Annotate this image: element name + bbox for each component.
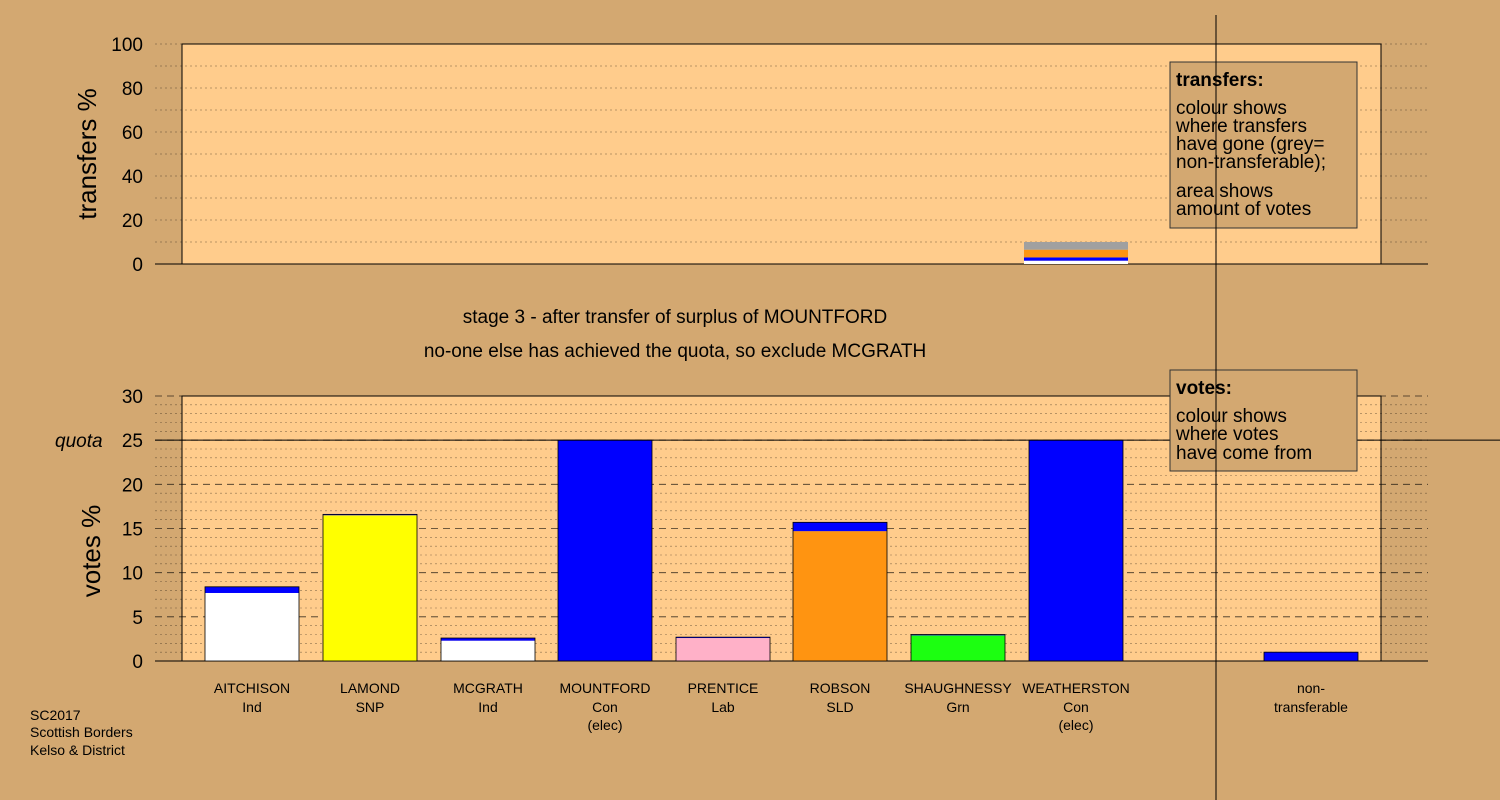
vote-bar-segment	[1029, 440, 1123, 661]
transfer-segment	[1024, 260, 1128, 264]
votes-y-tick-label: 0	[132, 652, 143, 673]
transfers-legend-line: where transfers	[1175, 116, 1307, 137]
candidate-name-label: MOUNTFORD	[560, 680, 651, 696]
candidate-party-label: Con	[592, 699, 618, 715]
candidate-party-label: Ind	[478, 699, 497, 715]
vote-bar-outline	[792, 521, 888, 662]
votes-axis-label: votes %	[76, 505, 106, 598]
transfers-y-tick-label: 100	[111, 35, 143, 56]
votes-legend-title: votes:	[1176, 378, 1232, 399]
transfers-y-tick-label: 40	[122, 167, 143, 188]
vote-bar-outline	[910, 634, 1006, 662]
quota-label: quota	[55, 431, 103, 452]
candidate-name-label: SHAUGHNESSY	[904, 680, 1012, 696]
candidate-party-label: Lab	[711, 699, 735, 715]
footnote-line-3: Kelso & District	[30, 742, 125, 758]
stage-text-line-1: stage 3 - after transfer of surplus of M…	[463, 307, 887, 328]
transfer-segment	[1024, 249, 1128, 258]
votes-legend-line: where votes	[1175, 424, 1278, 445]
vote-bar-segment	[911, 634, 1005, 636]
candidate-party-label: SLD	[826, 699, 853, 715]
vote-bar-segment	[323, 514, 417, 516]
votes-y-tick-label: 15	[122, 520, 143, 541]
votes-y-tick-label: 30	[122, 387, 143, 408]
candidate-party-label: SNP	[356, 699, 385, 715]
transfers-legend: transfers: colour shows where transfers …	[1169, 61, 1358, 229]
transfers-y-tick-label: 0	[132, 255, 143, 276]
transfers-legend-line: have gone (grey=	[1176, 134, 1324, 155]
votes-legend-line: colour shows	[1176, 406, 1287, 427]
vote-bar-outline	[204, 586, 300, 662]
candidate-party-label: Grn	[946, 699, 969, 715]
vote-bar-segment	[205, 586, 299, 593]
candidate-name-label: MCGRATH	[453, 680, 523, 696]
votes-y-tick-label: 20	[122, 475, 143, 496]
footnote-line-1: SC2017	[30, 707, 81, 723]
transfers-y-tick-label: 60	[122, 123, 143, 144]
stage-text-line-2: no-one else has achieved the quota, so e…	[424, 341, 926, 362]
non-transferable-label: transferable	[1274, 699, 1348, 715]
candidate-party-label: Con	[1063, 699, 1089, 715]
footnote-line-2: Scottish Borders	[30, 724, 133, 740]
votes-y-tick-label: 10	[122, 564, 143, 585]
votes-y-tick-label: 25	[122, 431, 143, 452]
candidate-elected-label: (elec)	[587, 717, 622, 733]
candidate-name-label: PRENTICE	[688, 680, 759, 696]
transfers-axis-label: transfers %	[72, 88, 102, 220]
votes-y-tick-label: 5	[132, 608, 143, 629]
transfers-legend-line: area shows	[1176, 181, 1273, 202]
candidate-name-label: AITCHISON	[214, 680, 290, 696]
vote-bar-segment	[558, 440, 652, 661]
transfers-legend-line: colour shows	[1176, 98, 1287, 119]
votes-legend-box	[1169, 369, 1358, 472]
vote-bar-segment	[441, 638, 535, 641]
transfers-legend-title: transfers:	[1176, 70, 1264, 91]
transfer-segment	[1024, 257, 1128, 261]
vote-bar-segment	[911, 635, 1005, 661]
vote-bar-segment	[676, 638, 770, 661]
transfers-legend-box	[1169, 61, 1358, 229]
candidate-name-label: ROBSON	[810, 680, 871, 696]
vote-bar-segment	[793, 531, 887, 661]
transfers-y-tick-label: 20	[122, 211, 143, 232]
vote-bar-segment	[441, 640, 535, 661]
vote-bar-segment	[676, 637, 770, 639]
votes-legend: votes: colour shows where votes have com…	[1169, 369, 1358, 472]
votes-legend-line: have come from	[1176, 443, 1312, 464]
vote-bar-outline	[440, 637, 536, 662]
vote-bar-outline	[322, 513, 418, 662]
vote-bar-segment	[793, 522, 887, 532]
candidate-name-label: LAMOND	[340, 680, 400, 696]
vote-bar-segment	[1264, 652, 1358, 661]
vote-bar-segment	[323, 515, 417, 661]
candidate-elected-label: (elec)	[1058, 717, 1093, 733]
transfers-legend-line: amount of votes	[1176, 199, 1311, 220]
candidate-party-label: Ind	[242, 699, 261, 715]
candidate-name-label: WEATHERSTON	[1022, 680, 1130, 696]
vote-bar-outline	[1263, 651, 1359, 662]
vote-bar-segment	[205, 592, 299, 661]
vote-bar-outline	[675, 636, 771, 662]
transfers-legend-line: non-transferable);	[1176, 152, 1326, 173]
non-transferable-label: non-	[1297, 680, 1325, 696]
transfer-segment	[1024, 242, 1128, 250]
transfers-y-tick-label: 80	[122, 79, 143, 100]
